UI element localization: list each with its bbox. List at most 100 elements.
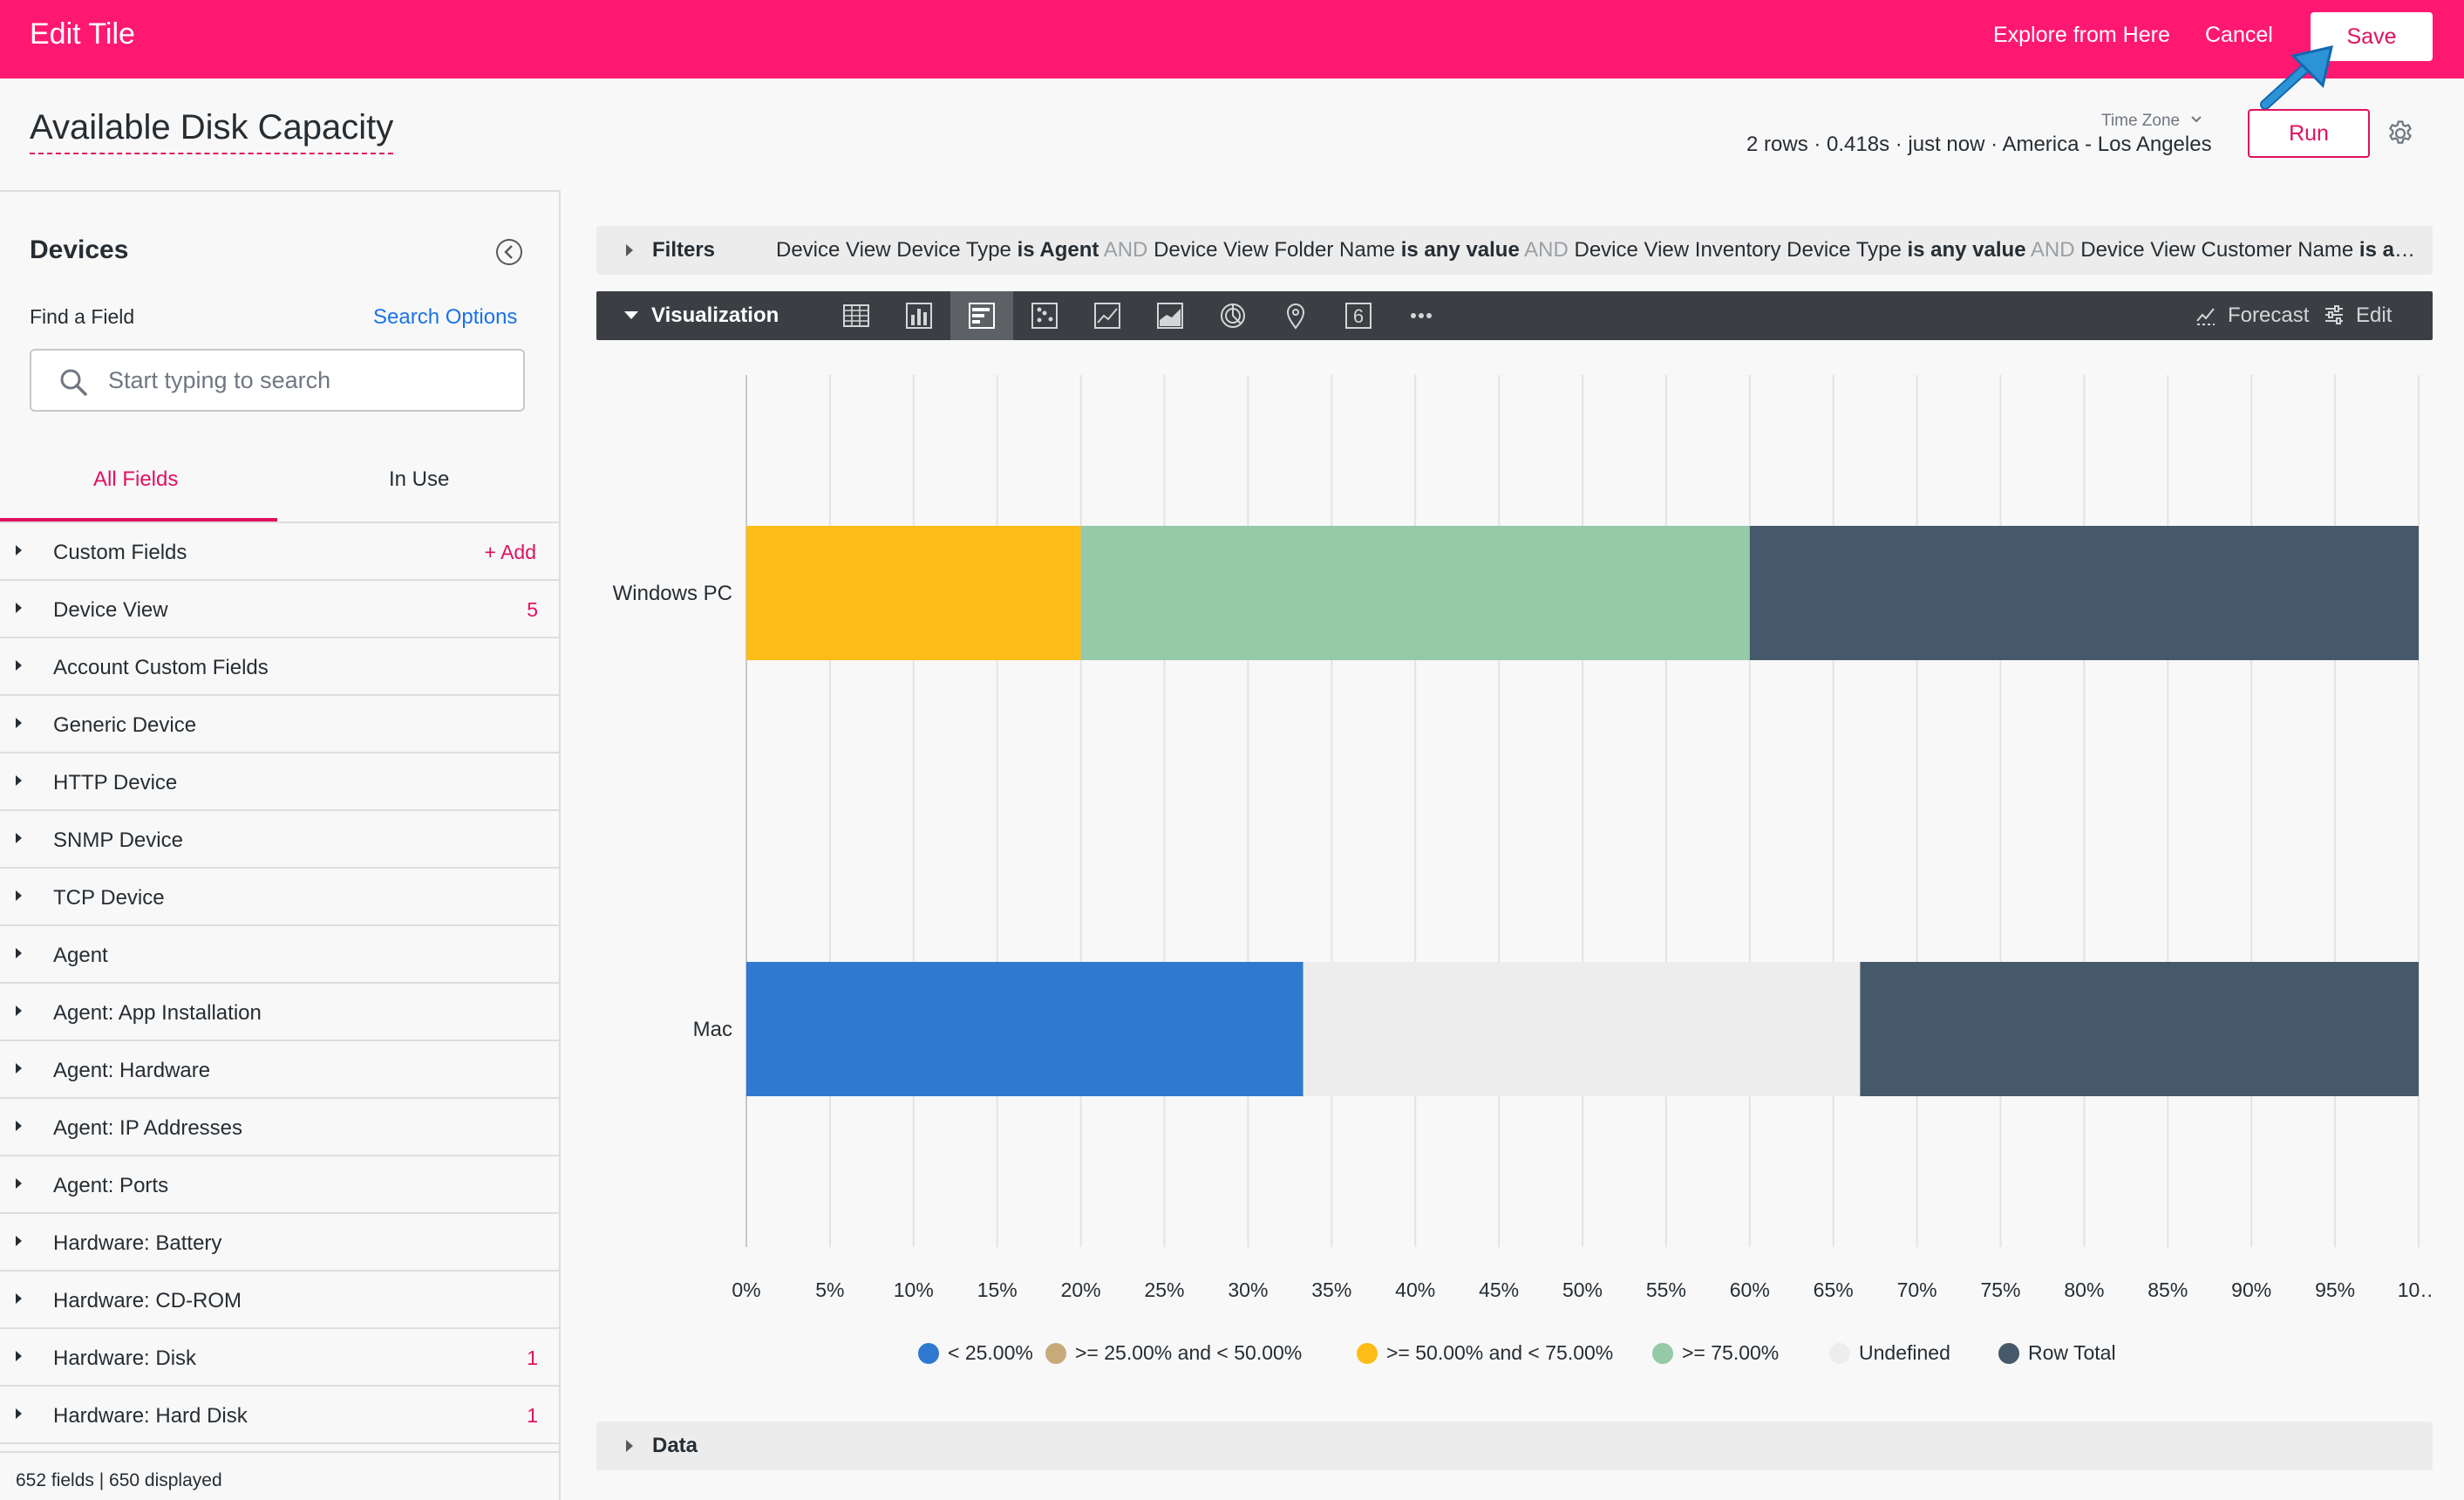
timezone-selector[interactable]: Time Zone xyxy=(2101,112,2181,130)
viz-type-single-value[interactable]: 6 xyxy=(1327,291,1390,340)
viz-type-more[interactable] xyxy=(1390,291,1453,340)
x-tick-label: 65% xyxy=(1814,1278,1854,1301)
field-group-hardware-cd-rom[interactable]: Hardware: CD-ROM xyxy=(0,1272,559,1329)
viz-type-line[interactable] xyxy=(1076,291,1139,340)
in-use-count-badge: 1 xyxy=(527,1347,538,1369)
legend-label: Undefined xyxy=(1859,1341,1950,1364)
field-group-tcp-device[interactable]: TCP Device xyxy=(0,869,559,926)
tile-title-field[interactable]: Available Disk Capacity xyxy=(30,108,394,154)
field-group-device-view[interactable]: Device View 5 xyxy=(0,581,559,638)
field-group-agent-app-installation[interactable]: Agent: App Installation xyxy=(0,984,559,1041)
data-section-header[interactable]: Data xyxy=(596,1422,2433,1470)
field-group-http-device[interactable]: HTTP Device xyxy=(0,753,559,811)
viz-type-table[interactable] xyxy=(825,291,888,340)
run-button[interactable]: Run xyxy=(2248,109,2370,158)
bar-chart-icon xyxy=(969,303,995,329)
tab-in-use[interactable]: In Use xyxy=(389,467,450,491)
chevron-down-icon[interactable] xyxy=(2190,113,2202,126)
field-group-hardware-battery[interactable]: Hardware: Battery xyxy=(0,1214,559,1272)
visualization-label[interactable]: Visualization xyxy=(651,303,779,327)
line-chart-icon xyxy=(1094,303,1120,329)
field-search-input[interactable] xyxy=(108,363,509,398)
search-options-link[interactable]: Search Options xyxy=(373,305,518,329)
forecast-button[interactable]: Forecast xyxy=(2196,303,2309,328)
caret-down-icon[interactable] xyxy=(624,311,638,319)
field-group-agent-ports[interactable]: Agent: Ports xyxy=(0,1156,559,1214)
filter-summary-part: Device View Inventory Device Type xyxy=(1574,238,1908,262)
field-group-label: Custom Fields xyxy=(53,541,187,564)
legend-label: < 25.00% xyxy=(948,1341,1033,1364)
caret-right-icon xyxy=(16,545,22,556)
field-search-box[interactable] xyxy=(30,349,525,412)
field-group-generic-device[interactable]: Generic Device xyxy=(0,696,559,753)
viz-type-pie[interactable] xyxy=(1201,291,1264,340)
field-group-agent-ip-addresses[interactable]: Agent: IP Addresses xyxy=(0,1099,559,1156)
caret-right-icon xyxy=(16,1178,22,1189)
x-tick-label: 25% xyxy=(1144,1278,1184,1301)
viz-type-scatter[interactable] xyxy=(1013,291,1076,340)
legend-swatch-icon xyxy=(1045,1343,1066,1364)
field-group-label: Agent: App Installation xyxy=(53,1001,262,1025)
in-use-count-badge: 1 xyxy=(527,1404,538,1427)
x-tick-label: 5% xyxy=(815,1278,844,1301)
add-custom-field-button[interactable]: + Add xyxy=(484,541,536,563)
filter-summary-part: is any value xyxy=(2358,238,2415,262)
x-tick-label: 20% xyxy=(1061,1278,1101,1301)
cancel-button[interactable]: Cancel xyxy=(2205,23,2273,47)
legend-item[interactable]: < 25.00% xyxy=(918,1341,1033,1365)
viz-type-area[interactable] xyxy=(1139,291,1201,340)
x-tick-label: 80% xyxy=(2064,1278,2104,1301)
single-value-icon: 6 xyxy=(1345,303,1372,329)
in-use-count-badge: 5 xyxy=(527,598,538,621)
y-category-label: Mac xyxy=(693,1018,732,1041)
gear-icon[interactable] xyxy=(2386,119,2415,148)
field-group-label: Hardware: Disk xyxy=(53,1347,197,1370)
bar-segment xyxy=(746,526,1081,660)
legend-swatch-icon xyxy=(1652,1343,1673,1364)
edit-visualization-button[interactable]: Edit xyxy=(2325,303,2392,328)
field-group-agent-hardware[interactable]: Agent: Hardware xyxy=(0,1041,559,1099)
legend-item[interactable]: >= 25.00% and < 50.00% xyxy=(1045,1341,1302,1365)
legend-item[interactable]: Undefined xyxy=(1829,1341,1950,1365)
table-icon xyxy=(843,304,869,327)
x-tick-label: 15% xyxy=(977,1278,1018,1301)
field-group-hardware-disk[interactable]: Hardware: Disk 1 xyxy=(0,1329,559,1387)
field-group-agent[interactable]: Agent xyxy=(0,926,559,984)
field-group-label: SNMP Device xyxy=(53,828,183,852)
explore-from-here-link[interactable]: Explore from Here xyxy=(1993,23,2170,47)
x-tick-label: 75% xyxy=(1980,1278,2020,1301)
run-info-text: 2 rows · 0.418s · just now · America - L… xyxy=(1746,133,2212,156)
field-picker-sidebar: Devices Find a Field Search Options All … xyxy=(0,190,561,1500)
caret-right-icon xyxy=(626,1440,633,1452)
legend-item[interactable]: >= 75.00% xyxy=(1652,1341,1780,1365)
top-header: Edit Tile Explore from Here Cancel Save xyxy=(0,0,2464,78)
legend-label: >= 75.00% xyxy=(1682,1341,1780,1364)
bar-segment xyxy=(1303,962,1861,1096)
field-list: Custom Fields + Add Device View 5 Accoun… xyxy=(0,523,559,1444)
field-group-hardware-hard-disk[interactable]: Hardware: Hard Disk 1 xyxy=(0,1387,559,1444)
x-tick-label: 50% xyxy=(1562,1278,1603,1301)
caret-right-icon xyxy=(626,244,633,256)
bar-segment xyxy=(1860,962,2419,1096)
viz-type-column[interactable] xyxy=(888,291,950,340)
bar-chart: 0% 5% 10% 15% 20% 25% 30% 35% 40% 45% 50% 55% 60% 65%… xyxy=(596,358,2433,1395)
field-group-label: Generic Device xyxy=(53,713,197,737)
map-pin-icon xyxy=(1286,303,1305,330)
tab-all-fields[interactable]: All Fields xyxy=(93,467,179,491)
filter-summary-part: is Agent xyxy=(1017,238,1099,262)
bar-segment xyxy=(1080,526,1750,660)
field-group-snmp-device[interactable]: SNMP Device xyxy=(0,811,559,869)
legend-item[interactable]: Row Total xyxy=(1998,1341,2116,1365)
collapse-sidebar-icon[interactable] xyxy=(494,237,524,267)
pointer-arrow-icon xyxy=(2260,45,2333,110)
viz-type-bar[interactable] xyxy=(950,291,1013,340)
caret-right-icon xyxy=(16,1293,22,1304)
field-group-account-custom-fields[interactable]: Account Custom Fields xyxy=(0,638,559,696)
viz-type-map[interactable] xyxy=(1264,291,1327,340)
legend-item[interactable]: >= 50.00% and < 75.00% xyxy=(1357,1341,1613,1365)
sidebar-footer: 652 fields | 650 displayed xyxy=(0,1451,559,1500)
caret-right-icon xyxy=(16,890,22,901)
column-chart-icon xyxy=(906,303,932,329)
filters-section-header[interactable]: Filters Device View Device Type is Agent… xyxy=(596,226,2433,275)
field-group-custom-fields[interactable]: Custom Fields + Add xyxy=(0,523,559,581)
